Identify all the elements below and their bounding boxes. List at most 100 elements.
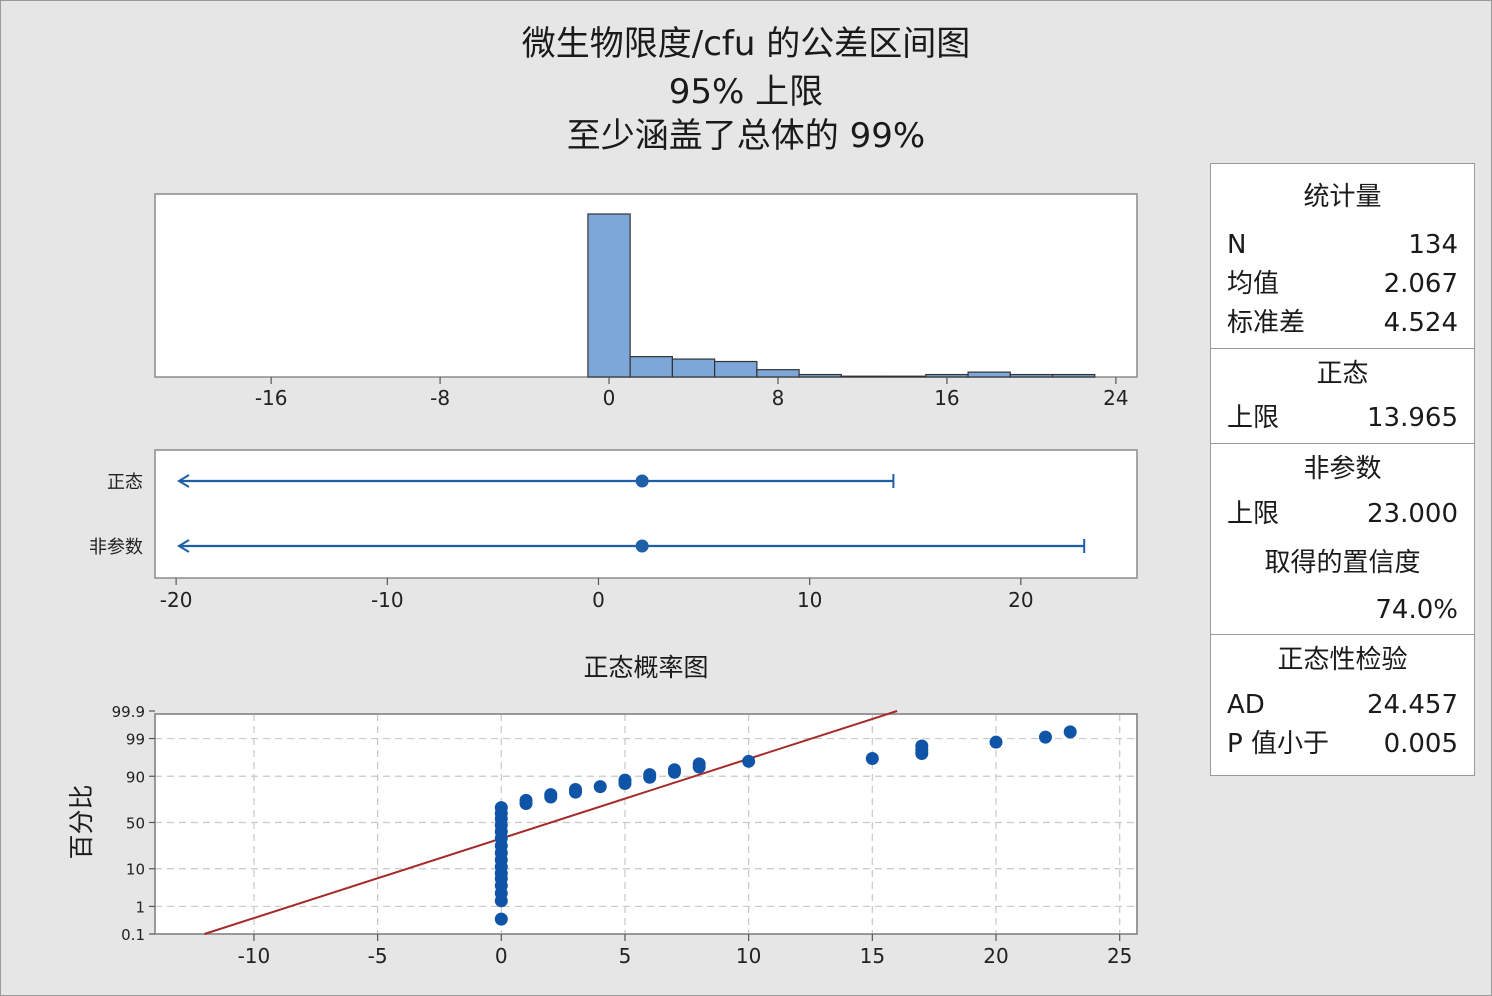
stat-value: 2.067: [1383, 269, 1458, 299]
data-point: [593, 780, 607, 794]
x-tick-label: -10: [238, 944, 271, 968]
y-axis-label: 百分比: [67, 784, 96, 859]
normality-header: 正态性检验: [1277, 645, 1408, 675]
normal-fit-line: [204, 710, 898, 935]
histogram-plot-area: [154, 193, 1138, 378]
x-tick-label: 10: [736, 944, 761, 968]
x-tick-label: 10: [797, 588, 822, 612]
x-tick-label: 5: [619, 944, 632, 968]
probability-plot-border: [154, 713, 1138, 935]
x-tick-label: 16: [934, 386, 959, 410]
normality-test-box: 正态性检验 AD 24.457 P 值小于 0.005: [1210, 634, 1475, 776]
chart-subtitle-coverage: 至少涵盖了总体的 99%: [566, 116, 926, 156]
x-tick-label: 15: [860, 944, 885, 968]
x-tick-label: -10: [371, 588, 404, 612]
data-point: [1063, 725, 1077, 739]
stat-row-mean: 均值 2.067: [1227, 267, 1458, 301]
interval-row-label: 正态: [107, 472, 143, 493]
confidence-label: 取得的置信度: [1264, 548, 1421, 578]
data-point: [494, 912, 508, 926]
histogram-bar: [587, 213, 631, 378]
x-tick-label: -8: [430, 386, 450, 410]
p-value-row: P 值小于 0.005: [1227, 727, 1458, 761]
stat-row-n: N 134: [1227, 228, 1458, 262]
ad-row: AD 24.457: [1227, 688, 1458, 722]
histogram-bar: [840, 375, 885, 378]
data-point: [519, 793, 533, 807]
data-point: [692, 757, 706, 771]
interval-plot-area: [154, 449, 1138, 579]
interval-left-arrow: [177, 474, 190, 488]
histogram-bar: [756, 369, 800, 378]
ad-label: AD: [1227, 690, 1265, 720]
histogram-bar: [629, 356, 673, 378]
x-tick-label: -20: [160, 588, 193, 612]
interval-mean-point: [635, 474, 649, 488]
normal-upper-value: 13.965: [1367, 403, 1458, 433]
histogram-bar: [882, 375, 927, 378]
interval-mean-point: [635, 539, 649, 553]
normal-limit-box: 正态 上限 13.965: [1210, 348, 1475, 444]
histogram-bar: [1009, 373, 1054, 378]
nonparam-upper-label: 上限: [1227, 499, 1280, 529]
y-tick-label: 1: [135, 898, 145, 916]
nonparametric-box: 非参数 上限 23.000 取得的置信度 74.0%: [1210, 443, 1475, 635]
data-point: [989, 735, 1003, 749]
data-point: [569, 782, 583, 796]
y-tick-label: 90: [126, 768, 145, 786]
data-point: [544, 788, 558, 802]
normal-upper-row: 上限 13.965: [1227, 401, 1458, 435]
data-point: [742, 754, 756, 768]
x-tick-label: -5: [368, 944, 388, 968]
data-point: [865, 751, 879, 765]
x-tick-label: -16: [255, 386, 288, 410]
histogram-bar: [967, 371, 1011, 378]
stats-summary-box: 统计量 N 134 均值 2.067 标准差 4.524: [1210, 163, 1475, 349]
histogram-bar: [671, 358, 716, 378]
data-point: [643, 768, 657, 782]
p-value-value: 0.005: [1383, 729, 1458, 759]
y-tick-label: 50: [126, 815, 145, 833]
nonparam-upper-value: 23.000: [1367, 499, 1458, 529]
interval-row-label: 非参数: [89, 537, 143, 558]
data-point: [1038, 730, 1052, 744]
y-tick-label: 0.1: [121, 926, 145, 944]
histogram-bar: [925, 373, 969, 378]
p-value-label: P 值小于: [1227, 729, 1329, 759]
data-point: [667, 763, 681, 777]
histogram-bar: [714, 360, 758, 378]
histogram-bar: [1051, 373, 1096, 378]
ad-value: 24.457: [1367, 690, 1458, 720]
histogram-bar: [798, 373, 842, 378]
probability-plot-area: [154, 713, 1138, 935]
x-tick-label: 25: [1107, 944, 1132, 968]
y-tick-label: 99.9: [112, 703, 145, 721]
x-tick-label: 20: [983, 944, 1008, 968]
x-tick-label: 0: [592, 588, 605, 612]
data-point: [494, 801, 508, 815]
stat-value: 134: [1408, 230, 1458, 260]
x-tick-label: 0: [603, 386, 616, 410]
x-tick-label: 0: [495, 944, 508, 968]
stat-label: 均值: [1227, 269, 1280, 299]
normal-upper-label: 上限: [1227, 403, 1280, 433]
y-tick-label: 99: [126, 731, 145, 749]
x-tick-label: 20: [1008, 588, 1033, 612]
stats-header: 统计量: [1303, 182, 1382, 212]
stat-row-stdev: 标准差 4.524: [1227, 306, 1458, 340]
normal-header: 正态: [1316, 359, 1369, 389]
stat-label: 标准差: [1227, 308, 1306, 338]
confidence-row: 74.0%: [1227, 593, 1458, 627]
confidence-value: 74.0%: [1375, 595, 1458, 625]
stat-label: N: [1227, 230, 1247, 260]
x-tick-label: 24: [1103, 386, 1128, 410]
chart-subtitle-limit: 95% 上限: [668, 72, 824, 112]
interval-left-arrow: [177, 539, 190, 553]
nonparam-header: 非参数: [1303, 454, 1382, 484]
chart-title: 微生物限度/cfu 的公差区间图: [521, 24, 971, 64]
y-tick-label: 10: [126, 861, 145, 879]
x-tick-label: 8: [772, 386, 785, 410]
data-point: [915, 739, 929, 753]
stat-value: 4.524: [1383, 308, 1458, 338]
